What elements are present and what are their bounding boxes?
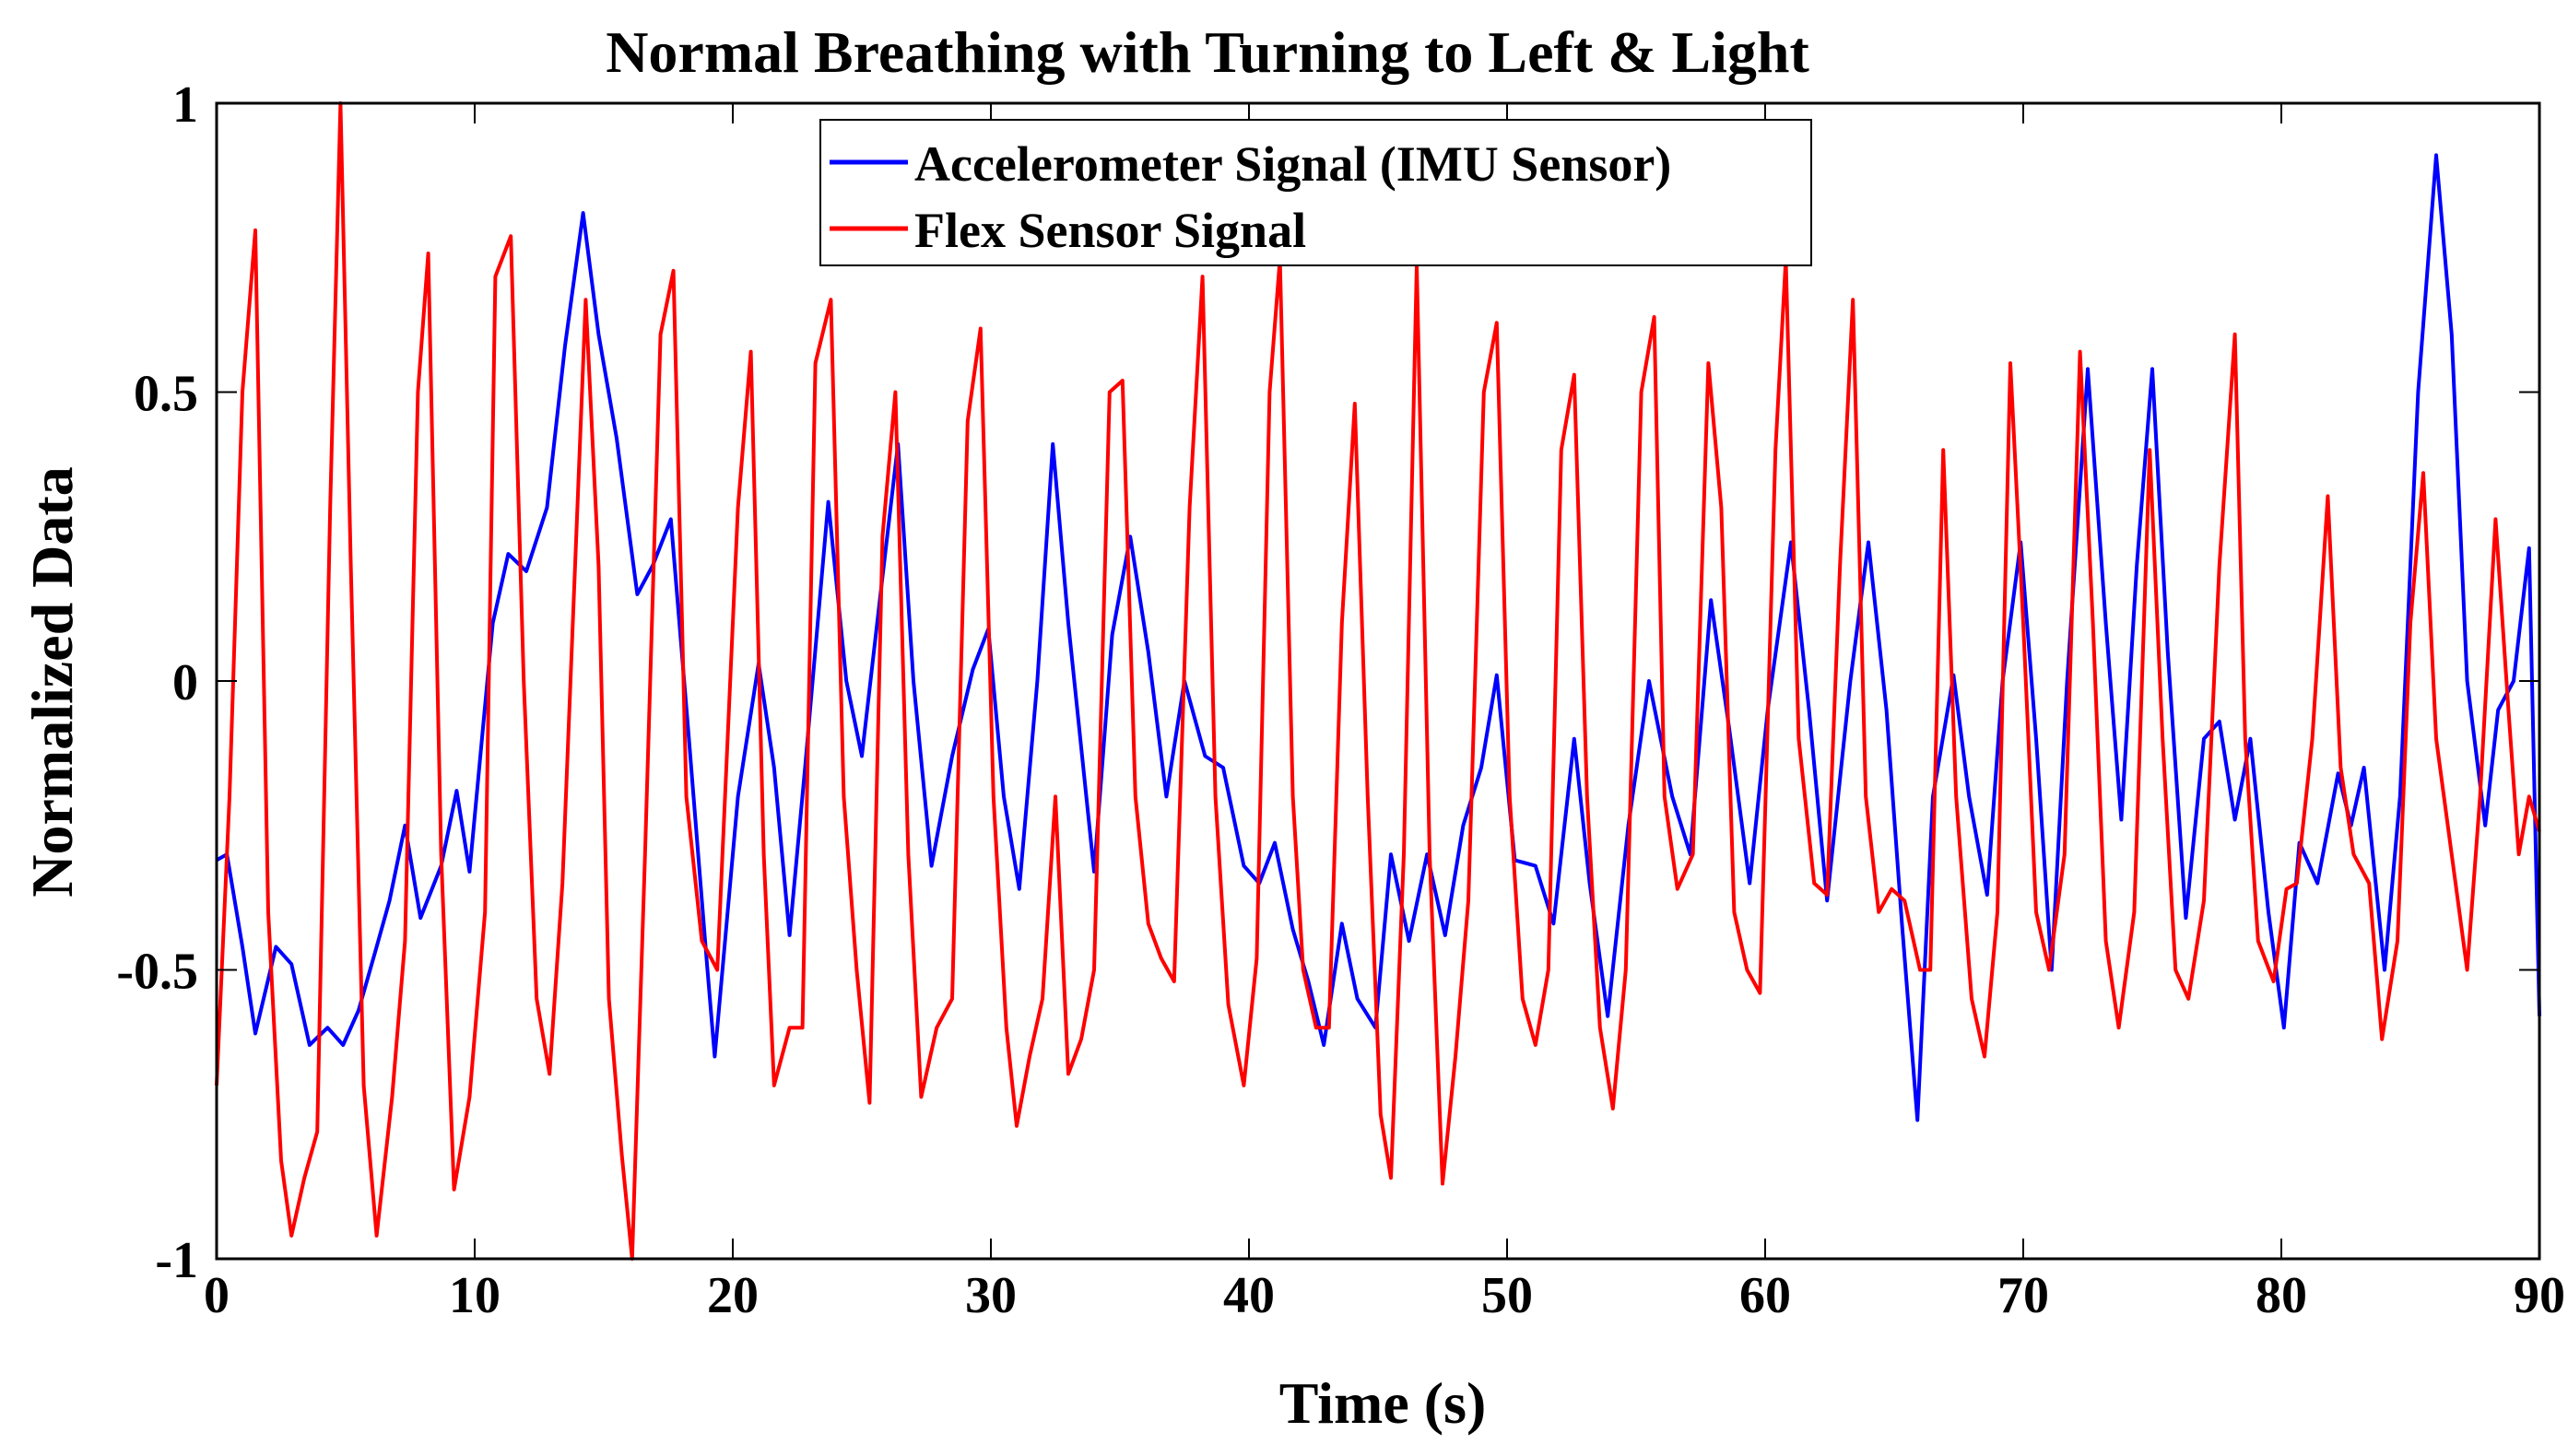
x-tick-label: 40 — [1223, 1267, 1275, 1324]
x-tick-label: 90 — [2514, 1267, 2565, 1324]
x-tick-label: 80 — [2256, 1267, 2307, 1324]
y-axis-label: Normalized Data — [19, 466, 85, 897]
x-tick-label: 70 — [1997, 1267, 2049, 1324]
legend-label-accelerometer: Accelerometer Signal (IMU Sensor) — [914, 136, 1671, 192]
plot-area: 0 10 20 30 40 50 60 70 80 90 -1 -0.5 0 0.5 1 — [116, 76, 2565, 1324]
series-line-flex-sensor — [215, 101, 2541, 1261]
x-tick-label: 30 — [965, 1267, 1017, 1324]
legend[interactable]: Accelerometer Signal (IMU Sensor) Flex S… — [819, 119, 1812, 266]
y-tick-label: -0.5 — [116, 944, 198, 1001]
x-axis-label: Time (s) — [1279, 1370, 1487, 1436]
x-tick-label: 50 — [1481, 1267, 1533, 1324]
y-tick-label: 0 — [172, 654, 198, 711]
legend-label-flex: Flex Sensor Signal — [914, 203, 1306, 258]
y-tick-label: 1 — [172, 76, 198, 134]
y-axis-ticks: -1 -0.5 0 0.5 1 — [116, 76, 2539, 1289]
y-tick-label: 0.5 — [134, 366, 198, 423]
x-tick-label: 20 — [707, 1267, 759, 1324]
x-tick-label: 60 — [1739, 1267, 1791, 1324]
y-tick-label: -1 — [155, 1232, 198, 1289]
legend-box — [819, 119, 1812, 266]
series-layer — [215, 101, 2541, 1261]
x-axis-ticks: 0 10 20 30 40 50 60 70 80 90 — [204, 103, 2565, 1324]
chart-title: Normal Breathing with Turning to Left & … — [606, 19, 1809, 85]
x-tick-label: 10 — [449, 1267, 501, 1324]
x-tick-label: 0 — [204, 1267, 230, 1324]
